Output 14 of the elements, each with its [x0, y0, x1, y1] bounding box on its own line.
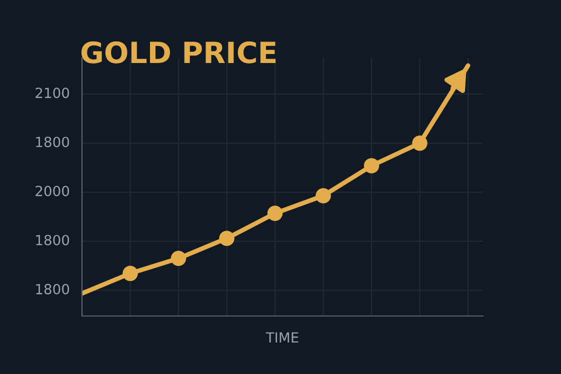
point: [219, 230, 234, 246]
text: 1800: [36, 136, 70, 148]
text: 1800: [36, 234, 70, 246]
text: 1800: [36, 284, 70, 294]
point: [267, 206, 283, 221]
point: [122, 266, 138, 282]
chart-title: GOLD PRICE: [81, 41, 276, 64]
point: [364, 158, 380, 174]
point: [170, 250, 186, 266]
text: 2000: [36, 186, 70, 196]
x-axis-title: TIME: [266, 332, 298, 343]
point: [412, 136, 428, 151]
text: 2100: [36, 88, 70, 98]
point: [316, 188, 331, 204]
